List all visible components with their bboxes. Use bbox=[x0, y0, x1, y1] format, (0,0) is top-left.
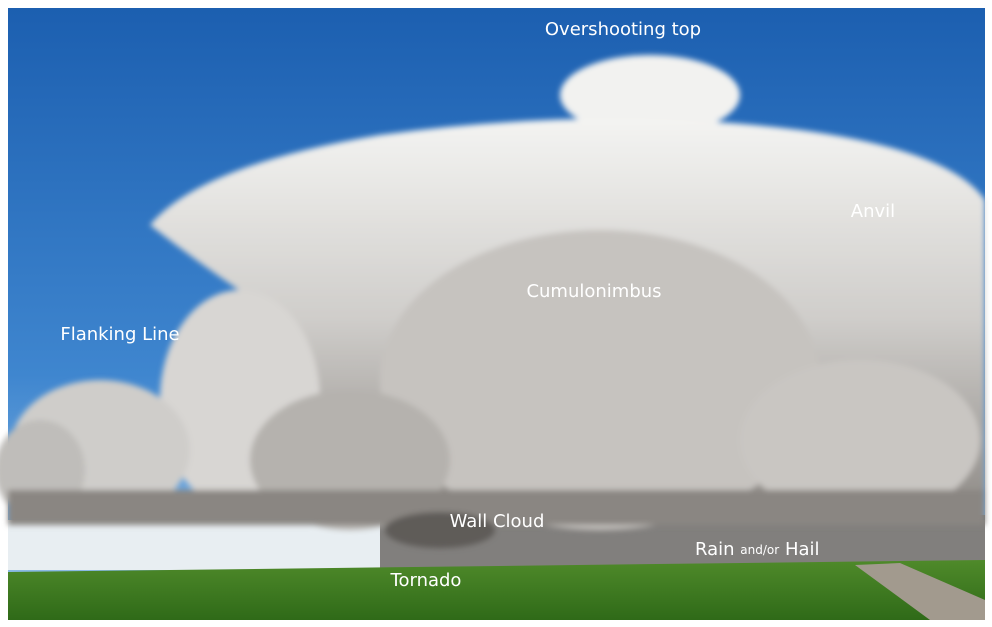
label: Cumulonimbus bbox=[526, 281, 661, 302]
label: Anvil bbox=[851, 201, 895, 222]
label-part: Rain bbox=[695, 539, 735, 560]
label: Overshooting top bbox=[545, 19, 701, 40]
storm-diagram: Overshooting top Anvil Cumulonimbus Flan… bbox=[0, 0, 992, 627]
label-part: Hail bbox=[785, 539, 820, 560]
label-part: and/or bbox=[740, 543, 779, 557]
label: Tornado bbox=[390, 570, 462, 591]
label: Flanking Line bbox=[60, 324, 179, 345]
page: Overshooting top Anvil Cumulonimbus Flan… bbox=[0, 0, 992, 627]
label: Wall Cloud bbox=[450, 511, 545, 532]
